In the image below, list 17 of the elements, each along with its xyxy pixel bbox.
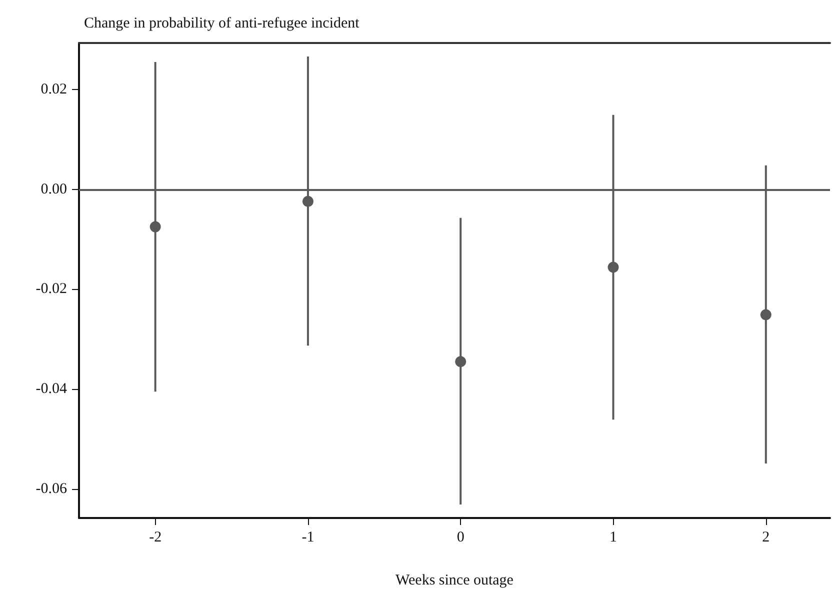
y-axis-title: Change in probability of anti-refugee incident: [84, 16, 360, 32]
x-tick-label: -1: [302, 530, 314, 546]
point: [150, 221, 161, 232]
y-tick-label: -0.06: [36, 481, 68, 498]
x-tick-label: -2: [149, 530, 162, 546]
y-tick-label: -0.02: [36, 281, 67, 298]
y-tick-label: -0.04: [36, 381, 68, 398]
point: [608, 262, 619, 273]
x-tick-label: 1: [610, 530, 617, 546]
y-tick-label: 0.02: [40, 81, 67, 98]
x-tick-label: 0: [456, 530, 464, 546]
point: [302, 196, 314, 207]
x-axis-title: Weeks since outage: [396, 572, 514, 588]
y-tick-label: 0.00: [40, 181, 67, 198]
point: [760, 309, 772, 320]
point: [455, 356, 466, 368]
x-tick-label: 2: [762, 530, 770, 546]
